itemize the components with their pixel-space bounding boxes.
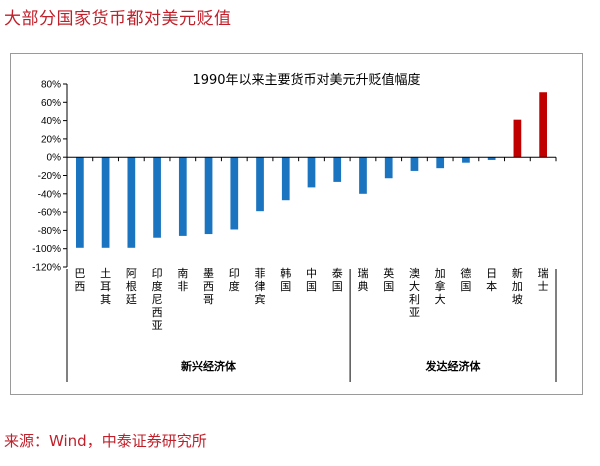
y-tick-label: 60% <box>41 98 61 109</box>
bar-中国 <box>307 157 316 188</box>
category-label: 瑞士 <box>538 266 549 293</box>
category-label: 瑞典 <box>357 266 368 293</box>
group-label: 新兴经济体 <box>181 359 237 373</box>
bar-菲律宾 <box>256 157 264 212</box>
y-tick-label: -120% <box>32 263 61 274</box>
y-tick-label: -80% <box>38 226 61 237</box>
bar-德国 <box>462 157 470 163</box>
bar-瑞典 <box>359 157 367 194</box>
y-tick-label: -60% <box>38 208 61 219</box>
chart-title: 1990年以来主要货币对美元升贬值幅度 <box>192 72 420 88</box>
bar-印度 <box>230 157 239 230</box>
bar-瑞士 <box>539 92 547 158</box>
group-label: 发达经济体 <box>425 359 482 373</box>
category-label: 加拿大 <box>435 267 446 306</box>
bar-阿根廷 <box>127 157 136 248</box>
source-note: 来源：Wind，中泰证券研究所 <box>4 432 207 450</box>
bar-英国 <box>384 157 393 179</box>
y-tick-label: 40% <box>41 116 61 127</box>
page-heading: 大部分国家货币都对美元贬值 <box>4 9 232 29</box>
y-tick-label: -20% <box>38 171 61 182</box>
category-label: 阿根廷 <box>126 267 137 306</box>
category-label: 日本 <box>486 267 497 293</box>
category-label: 印度 <box>229 267 240 293</box>
bar-韩国 <box>281 157 290 201</box>
category-label: 韩国 <box>280 266 291 293</box>
bar-巴西 <box>76 157 84 248</box>
chart-panel: 1990年以来主要货币对美元升贬值幅度 80% 60% 40% 20% 0% -20% -40… <box>10 53 583 395</box>
category-label: 墨西哥 <box>203 267 214 306</box>
category-label: 印度尼西亚 <box>152 267 163 332</box>
bar-加拿大 <box>436 157 445 169</box>
y-tick-label: 0% <box>47 153 62 164</box>
category-label: 中国 <box>306 267 317 293</box>
category-label: 英国 <box>383 266 394 293</box>
category-label: 土耳其 <box>100 267 111 306</box>
y-tick-label: 80% <box>41 80 61 91</box>
bar-泰国 <box>333 157 342 182</box>
bar-新加坡 <box>513 119 522 158</box>
category-label: 南非 <box>177 267 188 293</box>
bar-日本 <box>487 157 496 160</box>
category-label: 新加坡 <box>512 266 523 306</box>
bar-印度尼西亚 <box>153 157 161 238</box>
bar-chart: 1990年以来主要货币对美元升贬值幅度 80% 60% 40% 20% 0% -20% -40… <box>32 72 557 382</box>
bar-南非 <box>178 157 187 236</box>
category-label: 巴西 <box>74 267 85 293</box>
bar-墨西哥 <box>204 157 213 235</box>
category-label: 德国 <box>460 266 471 293</box>
bar-土耳其 <box>101 157 110 248</box>
y-tick-label: 20% <box>41 134 61 145</box>
category-label: 澳大利亚 <box>409 267 420 319</box>
y-tick-label: -40% <box>38 189 61 200</box>
category-label: 泰国 <box>332 266 343 293</box>
bar-澳大利亚 <box>410 157 419 171</box>
category-label: 菲律宾 <box>255 267 266 306</box>
y-tick-label: -100% <box>32 244 61 255</box>
